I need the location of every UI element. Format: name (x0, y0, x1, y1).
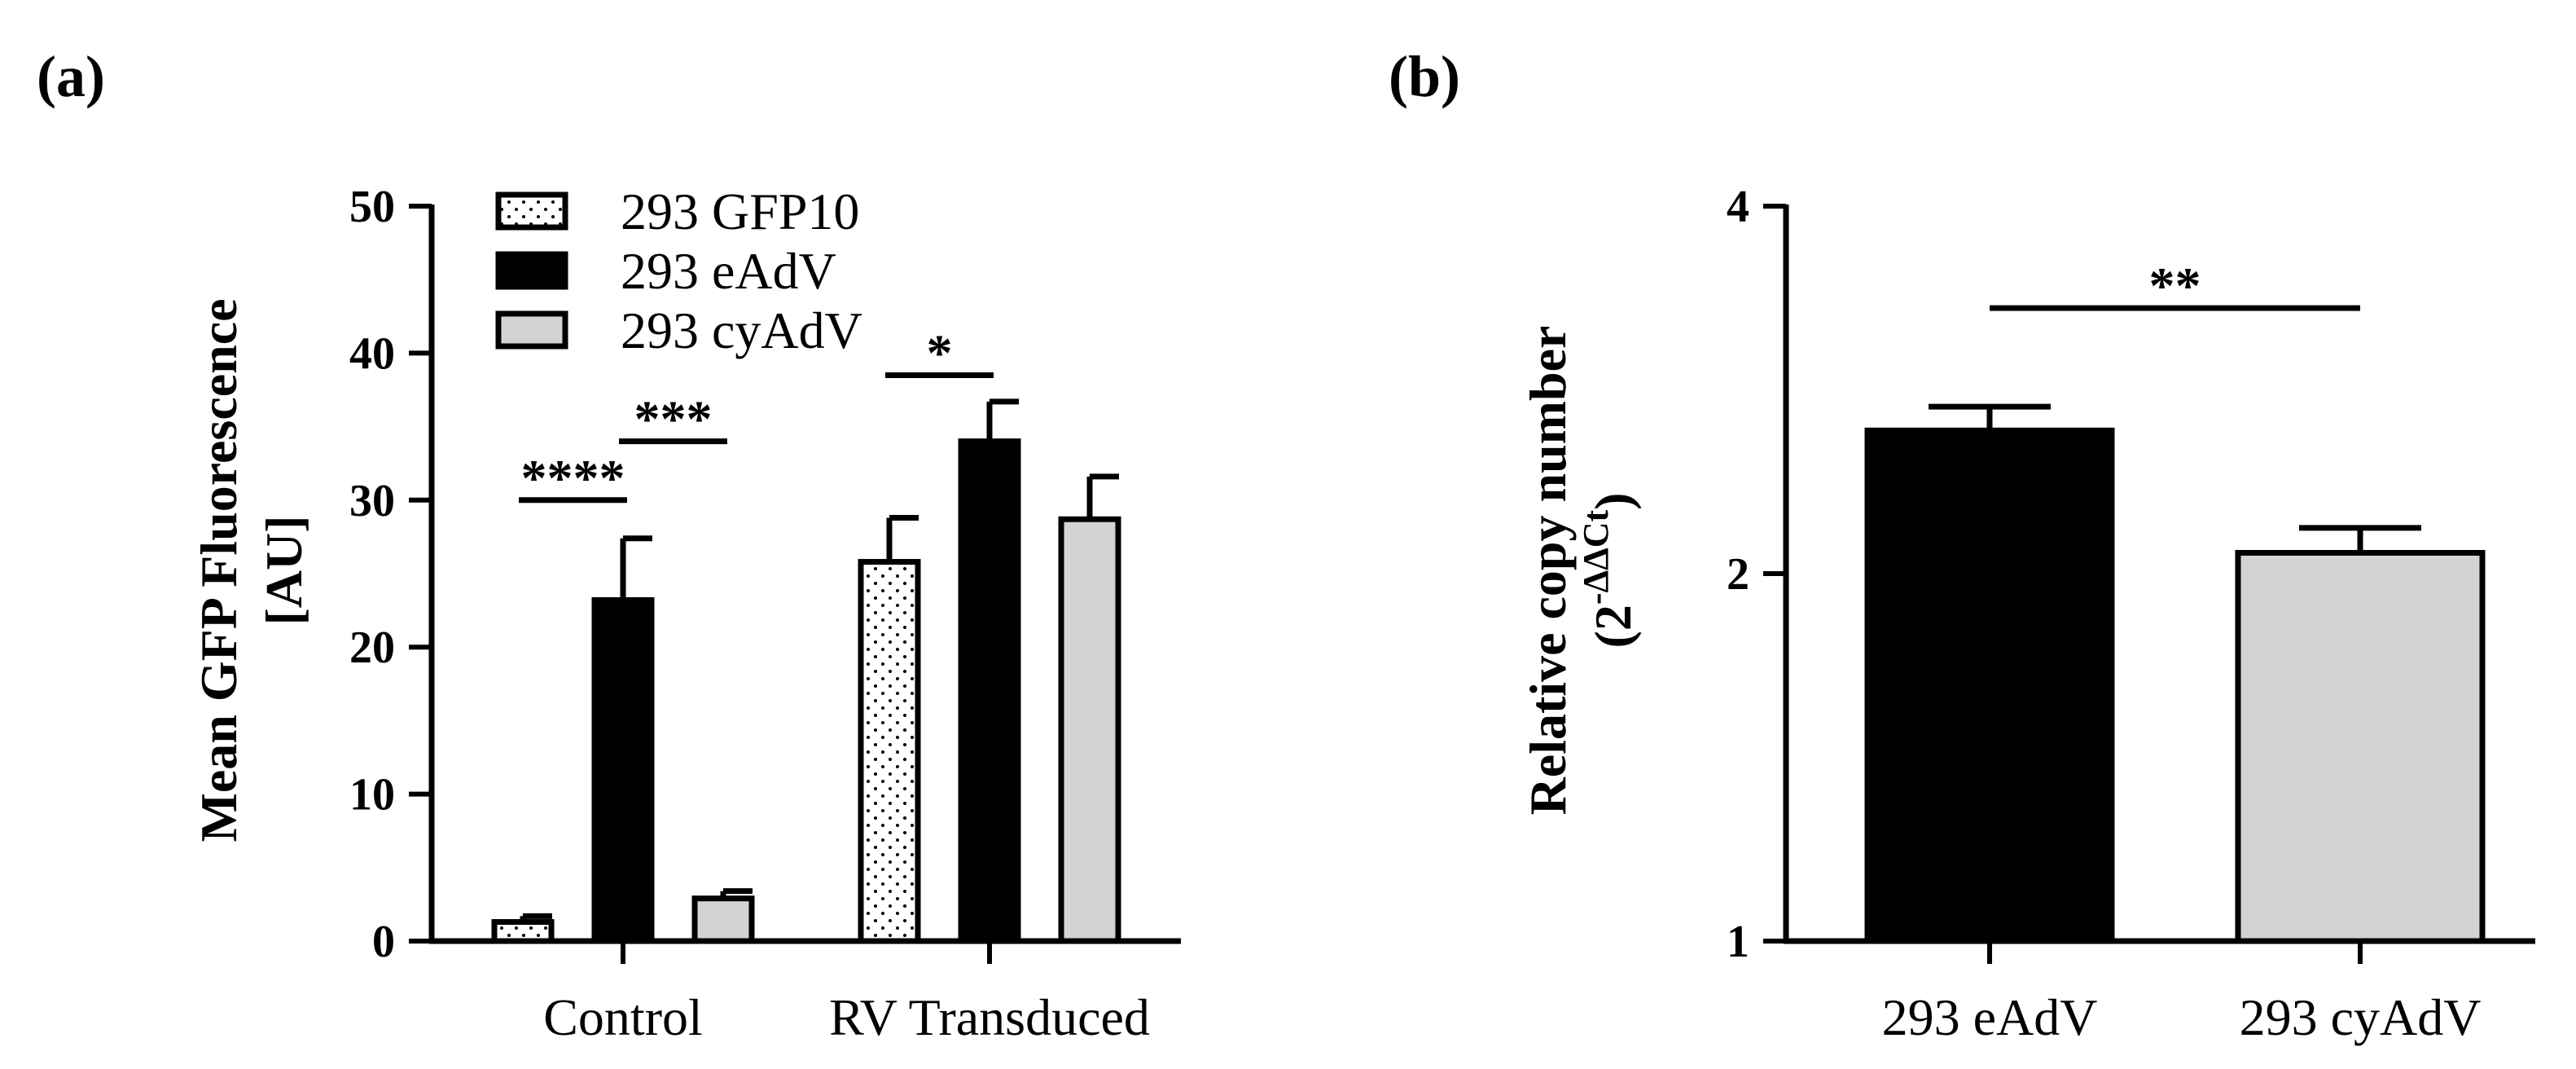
panel-b-y-axis-label: Relative copy number (2-ΔΔCt) (1519, 326, 1642, 816)
panel-b-label: (b) (1389, 44, 1460, 109)
panel-b-y-label-line2: (2-ΔΔCt) (1576, 493, 1642, 649)
panel-b-significance: ** (1990, 257, 2360, 315)
y-tick-label: 4 (1727, 182, 1749, 232)
bar (858, 559, 921, 944)
y-tick-label: 0 (372, 917, 395, 967)
bar (958, 438, 1021, 944)
significance-marker: *** (634, 390, 713, 448)
legend-swatch (495, 310, 568, 350)
y-tick-label: 2 (1727, 549, 1749, 600)
x-tick-label: 293 cyAdV (2240, 988, 2482, 1046)
y-tick-label: 50 (349, 182, 395, 232)
bar (691, 895, 755, 944)
legend-label: 293 GFP10 (621, 183, 859, 240)
significance-marker: **** (521, 449, 625, 507)
significance-marker: ** (2149, 257, 2201, 315)
legend-label: 293 eAdV (621, 242, 836, 300)
panel-b-y-label-base: (2 (1584, 605, 1642, 648)
y-tick-label: 20 (349, 622, 395, 673)
y-tick-label: 40 (349, 328, 395, 379)
panel-a-bars (491, 398, 1121, 944)
panel-a-axes: 0 10 20 30 40 50 Control RV Transduced (349, 182, 1181, 1046)
bar (491, 919, 555, 944)
y-tick-label: 1 (1727, 917, 1749, 967)
x-tick-label: 293 eAdV (1882, 988, 2098, 1046)
legend-label: 293 cyAdV (621, 301, 862, 359)
bar (2235, 549, 2486, 944)
legend-swatch (495, 251, 568, 290)
x-tick-label: RV Transduced (829, 988, 1150, 1046)
panel-a-y-axis-label: Mean GFP Fluorescence [AU] (190, 298, 313, 842)
panel-a-significance: ******** (519, 323, 994, 507)
panel-b: (b) Relative copy number (2-ΔΔCt) 1 2 4 293… (1389, 44, 2535, 1046)
bar (1058, 516, 1121, 944)
panel-b-bars (1864, 403, 2486, 944)
panel-a: (a) Mean GFP Fluorescence [AU] 0 10 20 30 40… (37, 44, 1181, 1046)
panel-a-y-label-line2: [AU] (255, 515, 313, 625)
bar (591, 596, 655, 944)
panel-b-y-label-superscript: -ΔΔCt (1576, 510, 1616, 605)
panel-b-y-label-end: ) (1584, 493, 1642, 510)
y-tick-label: 10 (349, 770, 395, 820)
x-tick-label: Control (543, 988, 703, 1046)
panel-a-y-label-line1: Mean GFP Fluorescence (190, 298, 248, 842)
panel-a-label: (a) (37, 44, 105, 109)
bar (1864, 427, 2115, 944)
legend-swatch (495, 191, 568, 231)
panel-b-y-label-line1: Relative copy number (1519, 326, 1577, 816)
significance-marker: * (927, 323, 953, 381)
y-tick-label: 30 (349, 476, 395, 526)
